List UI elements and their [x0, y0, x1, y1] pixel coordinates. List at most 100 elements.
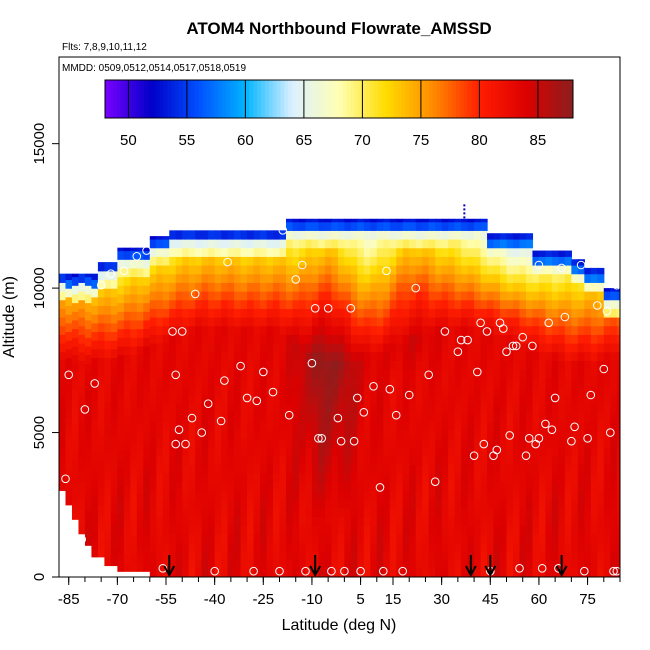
heatmap-cell: [305, 221, 313, 231]
heatmap-cell: [480, 455, 488, 465]
heatmap-cell: [65, 418, 73, 428]
heatmap-cell: [590, 334, 598, 344]
heatmap-cell: [350, 334, 358, 344]
heatmap-cell: [123, 545, 131, 555]
heatmap-cell: [441, 507, 449, 517]
heatmap-cell: [415, 308, 423, 318]
heatmap-cell: [350, 464, 358, 474]
heatmap-cell: [143, 484, 151, 494]
heatmap-cell: [448, 559, 456, 569]
heatmap-cell: [545, 403, 553, 413]
heatmap-cell: [247, 455, 255, 465]
heatmap-cell: [487, 525, 495, 535]
heatmap-cell: [84, 311, 93, 321]
heatmap-cell: [234, 490, 242, 500]
heatmap-cell: [117, 493, 125, 503]
heatmap-cell: [65, 279, 73, 289]
heatmap-cell: [461, 421, 469, 431]
heatmap-cell: [506, 542, 514, 552]
heatmap-cell: [370, 273, 378, 283]
heatmap-cell: [123, 458, 131, 468]
heatmap-cell: [344, 325, 352, 335]
heatmap-cell: [240, 395, 248, 405]
heatmap-cell: [285, 447, 294, 457]
heatmap-cell: [298, 360, 307, 370]
heatmap-cell: [376, 395, 384, 405]
heatmap-cell: [422, 438, 430, 448]
heatmap-cell: [519, 343, 527, 353]
heatmap-cell: [389, 395, 397, 405]
heatmap-cell: [493, 247, 501, 257]
heatmap-cell: [597, 325, 605, 335]
heatmap-cell: [123, 510, 131, 520]
heatmap-cell: [454, 447, 462, 457]
heatmap-cell: [357, 559, 365, 569]
heatmap-cell: [500, 464, 508, 474]
heatmap-cell: [545, 507, 553, 517]
sample-point: [469, 451, 479, 461]
sample-point: [353, 393, 362, 403]
heatmap-cell: [175, 542, 183, 552]
heatmap-cell: [156, 334, 164, 344]
heatmap-cell: [234, 343, 242, 353]
heatmap-cell: [208, 429, 216, 439]
heatmap-cell: [370, 317, 378, 327]
colorbar-segment: [381, 80, 387, 118]
heatmap-cell: [525, 559, 534, 569]
heatmap-cell: [506, 233, 514, 240]
heatmap-cell: [201, 334, 209, 344]
colorbar-segment: [120, 80, 125, 118]
heatmap-cell: [143, 458, 151, 468]
heatmap-cell: [214, 265, 222, 275]
heatmap-cell: [435, 507, 443, 517]
heatmap-cell: [616, 351, 620, 361]
heatmap-cell: [525, 282, 534, 292]
heatmap-cell: [571, 317, 579, 327]
heatmap-cell: [435, 542, 443, 552]
heatmap-cell: [214, 291, 222, 301]
heatmap-cell: [493, 360, 501, 370]
heatmap-cell: [292, 299, 300, 309]
heatmap-cell: [227, 299, 235, 309]
heatmap-cell: [610, 542, 618, 552]
heatmap-cell: [97, 487, 105, 497]
heatmap-cell: [610, 299, 618, 309]
heatmap-cell: [149, 299, 157, 309]
heatmap-cell: [590, 351, 598, 361]
heatmap-cell: [91, 400, 99, 411]
heatmap-cell: [143, 562, 151, 572]
heatmap-cell: [247, 473, 255, 483]
heatmap-cell: [532, 429, 540, 439]
heatmap-cell: [91, 548, 99, 558]
heatmap-cell: [376, 221, 384, 231]
heatmap-cell: [279, 239, 287, 249]
heatmap-cell: [234, 334, 242, 344]
heatmap-cell: [461, 412, 469, 422]
heatmap-cell: [318, 218, 326, 223]
colorbar-segment: [311, 80, 317, 118]
heatmap-cell: [493, 308, 501, 318]
heatmap-cell: [110, 470, 118, 480]
heatmap-cell: [428, 516, 436, 526]
heatmap-cell: [169, 386, 177, 396]
heatmap-cell: [65, 314, 73, 324]
sample-point: [404, 390, 414, 400]
heatmap-cell: [188, 282, 196, 292]
heatmap-cell: [201, 455, 209, 465]
heatmap-cell: [149, 282, 157, 292]
heatmap-cell: [344, 308, 352, 318]
heatmap-cell: [493, 377, 501, 387]
heatmap-cell: [117, 458, 125, 468]
heatmap-cell: [551, 438, 559, 448]
heatmap-cell: [435, 447, 443, 457]
heatmap-cell: [260, 360, 268, 370]
heatmap-cell: [350, 429, 358, 439]
heatmap-cell: [285, 551, 294, 561]
heatmap-cell: [493, 412, 501, 422]
heatmap-cell: [227, 308, 235, 318]
colorbar-segment: [471, 80, 476, 118]
heatmap-cell: [91, 478, 99, 489]
heatmap-cell: [590, 481, 598, 491]
heatmap-cell: [448, 473, 456, 483]
heatmap-cell: [59, 473, 67, 483]
